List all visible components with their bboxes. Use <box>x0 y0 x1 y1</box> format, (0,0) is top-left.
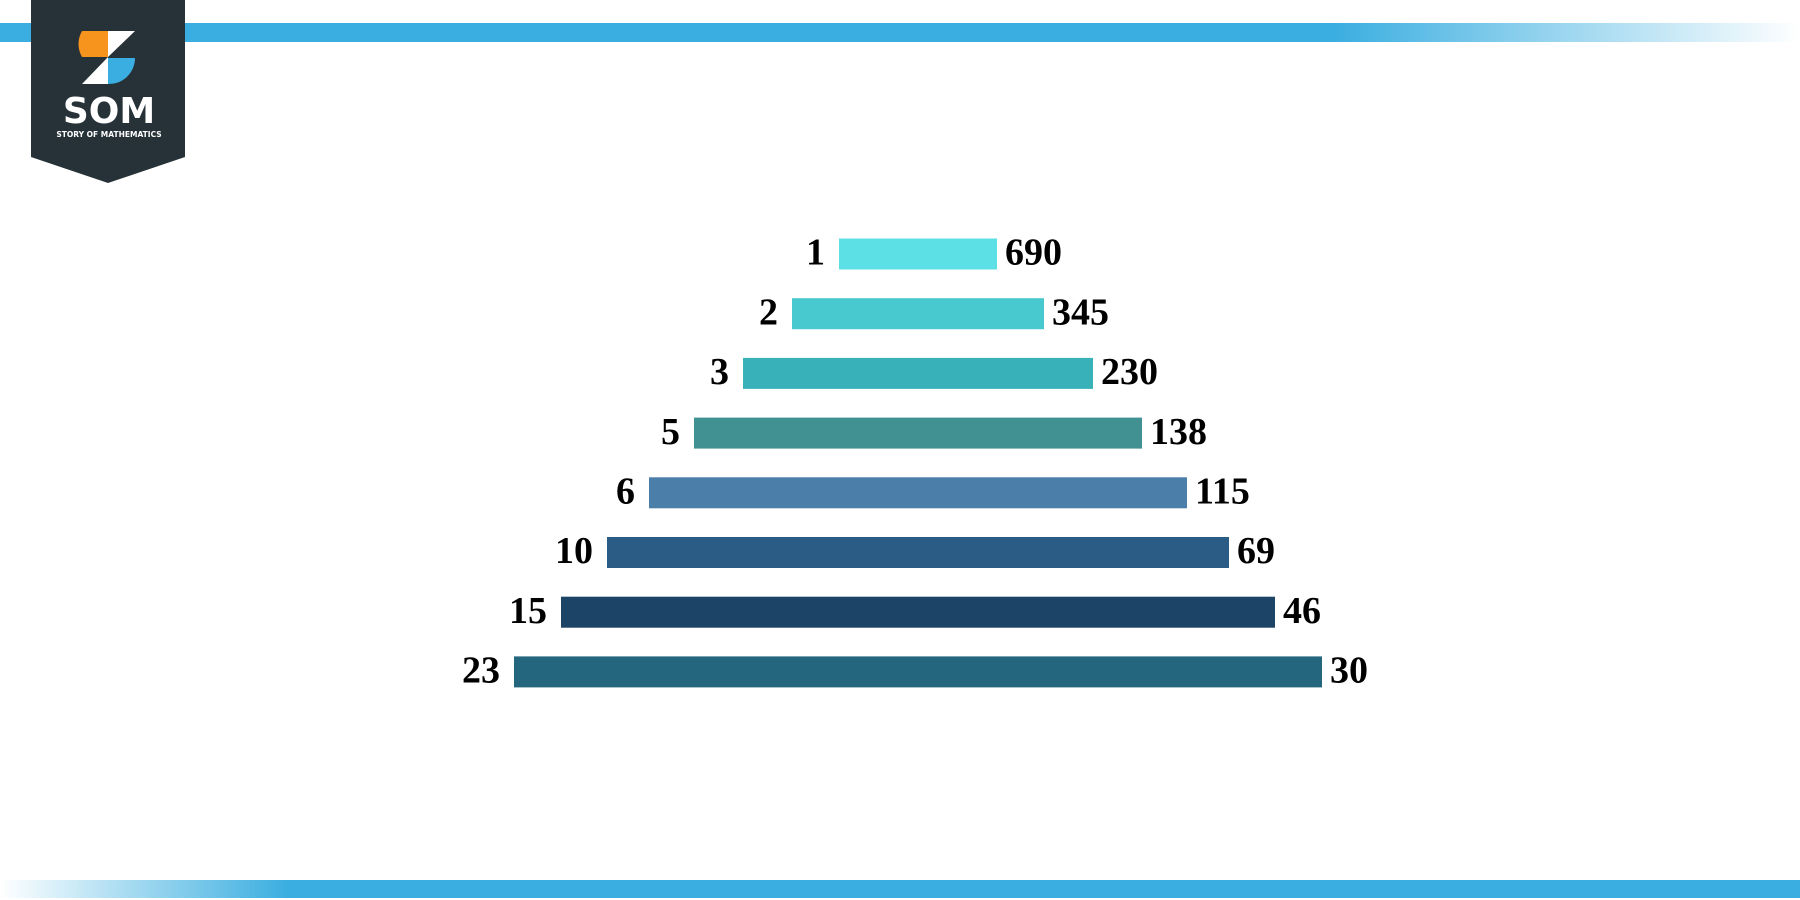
pair-bar <box>649 477 1187 509</box>
left-factor: 10 <box>555 530 593 572</box>
right-factor: 138 <box>1150 411 1207 453</box>
logo-quarter <box>78 31 108 57</box>
pair-bar <box>743 357 1093 389</box>
left-factor: 15 <box>509 590 547 632</box>
left-factor: 6 <box>616 471 635 513</box>
pair-bar <box>561 596 1275 628</box>
logo-quarter <box>82 57 108 84</box>
left-factor: 3 <box>710 351 729 393</box>
pair-bar <box>514 656 1322 688</box>
logo-shield <box>31 0 185 183</box>
left-factor: 2 <box>759 291 778 333</box>
bottom-band <box>0 880 1800 898</box>
right-factor: 345 <box>1052 291 1109 333</box>
right-factor: 46 <box>1283 590 1321 632</box>
right-factor: 30 <box>1330 650 1368 692</box>
pair-bar <box>694 417 1142 449</box>
right-factor: 230 <box>1101 351 1158 393</box>
pair-bar <box>839 238 997 270</box>
right-factor: 69 <box>1237 530 1275 572</box>
logo-quarter <box>108 58 136 85</box>
logo: SOM STORY OF MATHEMATICS <box>31 0 185 183</box>
top-band <box>0 23 1800 42</box>
right-factor: 690 <box>1005 232 1062 274</box>
logo-quarter <box>108 31 135 57</box>
logo-tagline: STORY OF MATHEMATICS <box>56 130 161 139</box>
factor-pairs: 1 690 2 345 3 230 5 138 6 115 10 69 15 46 23 30 <box>462 232 1368 692</box>
pair-bar <box>607 537 1229 568</box>
pair-bar <box>792 298 1044 330</box>
left-factor: 23 <box>462 650 500 692</box>
logo-mark: SOM <box>63 91 155 132</box>
left-factor: 1 <box>806 232 825 274</box>
right-factor: 115 <box>1195 471 1250 513</box>
left-factor: 5 <box>661 411 680 453</box>
